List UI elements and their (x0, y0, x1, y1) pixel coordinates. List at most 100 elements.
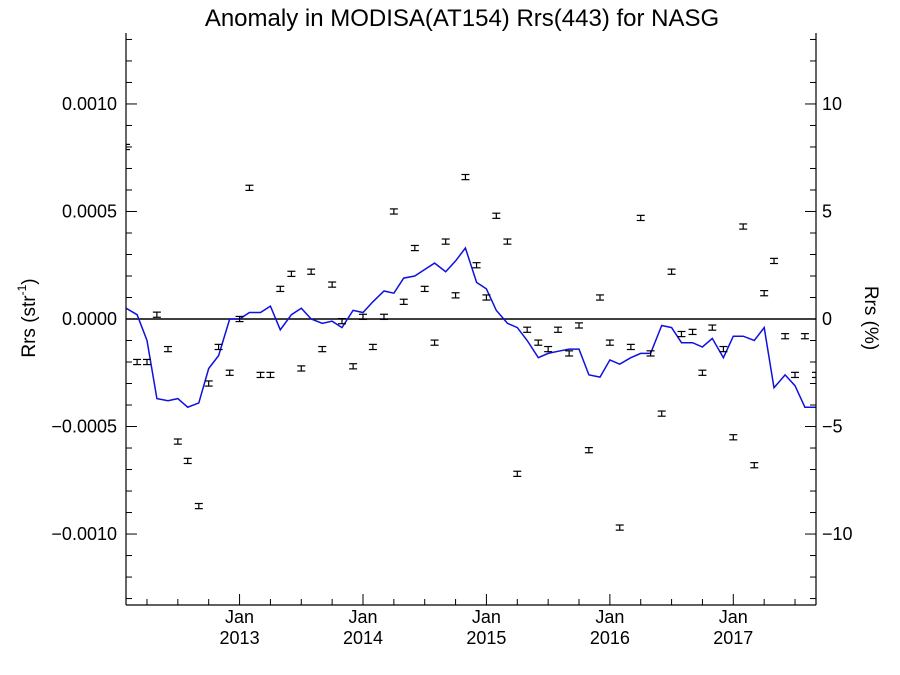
y-tick-label: −0.0005 (51, 417, 117, 437)
data-point (781, 333, 790, 340)
data-point (399, 298, 408, 305)
axes: 0.0010 0.0005 0.0000 −0.0005 −0.0010 10 5 0 −5 −1… (51, 33, 853, 648)
data-point (451, 292, 460, 299)
data-point (739, 223, 748, 230)
data-point (729, 434, 738, 441)
data-point (719, 345, 728, 353)
data-point (225, 369, 234, 376)
data-point (152, 311, 161, 318)
data-point (368, 343, 377, 351)
data-point (245, 184, 254, 192)
data-point (615, 524, 624, 531)
x-tick-label-year: 2015 (466, 628, 506, 648)
data-point (565, 350, 574, 357)
data-point (492, 212, 501, 219)
x-tick-label-year: 2017 (713, 628, 753, 648)
data-point (677, 330, 686, 338)
x-tick-label-year: 2014 (343, 628, 383, 648)
data-point (126, 143, 130, 151)
x-tick-label-month: Jan (225, 607, 254, 627)
data-point (420, 285, 429, 293)
y-axis-label: Rrs (str-1) (15, 278, 40, 357)
data-point (503, 238, 512, 245)
data-point (441, 238, 450, 245)
x-tick-label-month: Jan (472, 607, 501, 627)
y2-tick-label: 10 (822, 94, 842, 114)
y-axis-label-text: Rrs (str (19, 295, 40, 358)
data-point (256, 371, 265, 379)
x-tick-label-month: Jan (595, 607, 624, 627)
chart-title: Anomaly in MODISA(AT154) Rrs(443) for NA… (205, 5, 719, 32)
y2-tick-label: 0 (822, 309, 832, 329)
data-point (626, 343, 635, 351)
data-point (379, 313, 388, 321)
data-point (605, 339, 614, 346)
data-point (173, 438, 182, 445)
data-point (595, 294, 604, 301)
data-point (287, 270, 296, 278)
data-point (214, 343, 223, 351)
data-point (534, 339, 543, 346)
data-point (338, 317, 347, 325)
data-point (812, 371, 816, 379)
data-point (133, 358, 142, 366)
data-point (750, 462, 759, 469)
data-point (307, 268, 316, 275)
data-point (575, 322, 584, 329)
y-tick-label: 0.0010 (62, 94, 117, 114)
data-point (358, 313, 367, 321)
data-point (461, 173, 470, 181)
data-point (163, 345, 172, 353)
data-point (513, 470, 522, 478)
data-point (708, 324, 717, 331)
y2-tick-label: 5 (822, 201, 832, 221)
data-point (770, 257, 779, 265)
data-point (410, 244, 419, 252)
data-point (544, 345, 553, 353)
x-tick-label-month: Jan (348, 607, 377, 627)
anomaly-percent-line (126, 246, 816, 409)
y-axis-label-close: ) (19, 278, 40, 284)
data-point (688, 328, 697, 336)
data-point (657, 410, 666, 417)
data-point (482, 294, 491, 301)
data-point (584, 446, 593, 454)
y-axis-label-superscript: -1 (15, 284, 29, 295)
data-point (276, 285, 285, 293)
data-point (142, 358, 151, 366)
data-point (235, 315, 244, 323)
data-point (667, 268, 676, 275)
data-point (183, 457, 192, 465)
y-tick-label: −0.0010 (51, 524, 117, 544)
y-tick-label: 0.0005 (62, 201, 117, 221)
data-point (204, 380, 213, 387)
data-point (430, 339, 439, 346)
data-point (646, 350, 655, 357)
x-tick-label-year: 2016 (590, 628, 630, 648)
x-tick-label-year: 2013 (220, 628, 260, 648)
data-point (328, 281, 337, 288)
data-point (349, 363, 358, 370)
data-point (472, 262, 481, 269)
y2-tick-label: −10 (822, 524, 853, 544)
data-point (791, 371, 800, 379)
plot-area (126, 143, 816, 531)
data-point (554, 326, 563, 333)
data-point (523, 326, 532, 333)
data-point (318, 345, 327, 353)
x-tick-label-month: Jan (719, 607, 748, 627)
data-point (800, 333, 809, 340)
data-point (636, 214, 645, 222)
data-point (389, 208, 398, 215)
data-point (760, 290, 769, 297)
data-point (194, 502, 203, 510)
svg-text:Rrs (str-1): Rrs (str-1) (15, 278, 40, 357)
y2-axis-label: Rrs (%) (860, 286, 881, 350)
data-point (266, 371, 275, 379)
data-point (698, 369, 707, 376)
data-point (297, 365, 306, 372)
y-tick-label: 0.0000 (62, 309, 117, 329)
y2-tick-label: −5 (822, 417, 843, 437)
